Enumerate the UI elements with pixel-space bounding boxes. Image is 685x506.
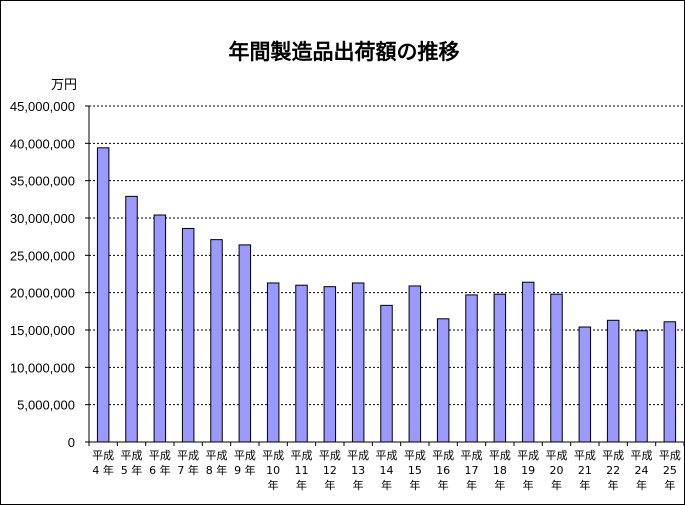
y-tick-label: 0 [68,435,75,450]
x-tick-label: 平成 4 年 [92,449,114,477]
bar [181,227,195,443]
x-tick-label: 平成 18 年 [489,449,511,492]
bar [266,282,280,443]
x-tick-label: 平成 8 年 [206,449,228,477]
y-tick-label: 35,000,000 [10,174,75,189]
x-tick-label: 平成 9 年 [234,449,256,477]
y-tick-label: 25,000,000 [10,248,75,263]
x-tick-label: 平成 10 年 [262,449,284,492]
bar [550,293,563,443]
y-axis-unit-label: 万円 [51,78,77,93]
bar [635,330,648,443]
axes [85,105,685,446]
x-tick-label: 平成 17 年 [461,449,483,492]
x-tick-label: 平成 7 年 [177,449,199,477]
bar [96,147,110,443]
x-tick-label: 平成 15 年 [404,449,426,492]
y-tick-label: 20,000,000 [10,286,75,301]
x-tick-label: 平成 22 年 [602,449,624,492]
x-tick-label: 平成 24 年 [631,449,653,492]
x-tick-label: 平成 11 年 [291,449,313,492]
y-tick-label: 5,000,000 [17,398,75,413]
bar [465,294,478,443]
bar [153,214,167,443]
x-tick-label: 平成 6 年 [149,449,171,477]
bar [408,285,422,443]
chart-title: 年間製造品出荷額の推移 [229,40,460,64]
bar [125,195,138,443]
y-tick-label: 30,000,000 [10,211,75,226]
x-tick-label: 平成 21 年 [574,449,596,492]
bar [493,293,507,443]
x-tick-label: 平成 19 年 [517,449,539,492]
bar [663,321,677,443]
bar [578,326,592,443]
y-tick-label: 15,000,000 [10,323,75,338]
y-tick-label: 10,000,000 [10,360,75,375]
bar [351,282,365,443]
x-tick-label: 平成 13 年 [347,449,369,492]
x-tick-label: 平成 25 年 [659,449,681,492]
bar [238,244,252,443]
bar [323,286,337,443]
x-tick-labels: 平成 4 年平成 5 年平成 6 年平成 7 年平成 8 年平成 9 年平成 10 年平成 11 年… [92,449,681,492]
y-tick-label: 45,000,000 [10,99,75,114]
x-tick-label: 平成 14 年 [376,449,398,492]
y-tick-label: 40,000,000 [10,136,75,151]
bar [521,281,535,443]
bar [210,239,223,443]
bar [436,318,450,443]
bar [606,319,620,443]
bar [295,284,308,443]
x-tick-label: 平成 12 年 [319,449,341,492]
y-tick-labels: 0 5,000,000 10,000,000 15,000,000 20,000,000… [10,99,75,450]
bars [96,147,677,443]
x-tick-label: 平成 20 年 [546,449,568,492]
bar [380,304,393,443]
x-tick-label: 平成 5 年 [121,449,143,477]
x-tick-label: 平成 16 年 [432,449,454,492]
